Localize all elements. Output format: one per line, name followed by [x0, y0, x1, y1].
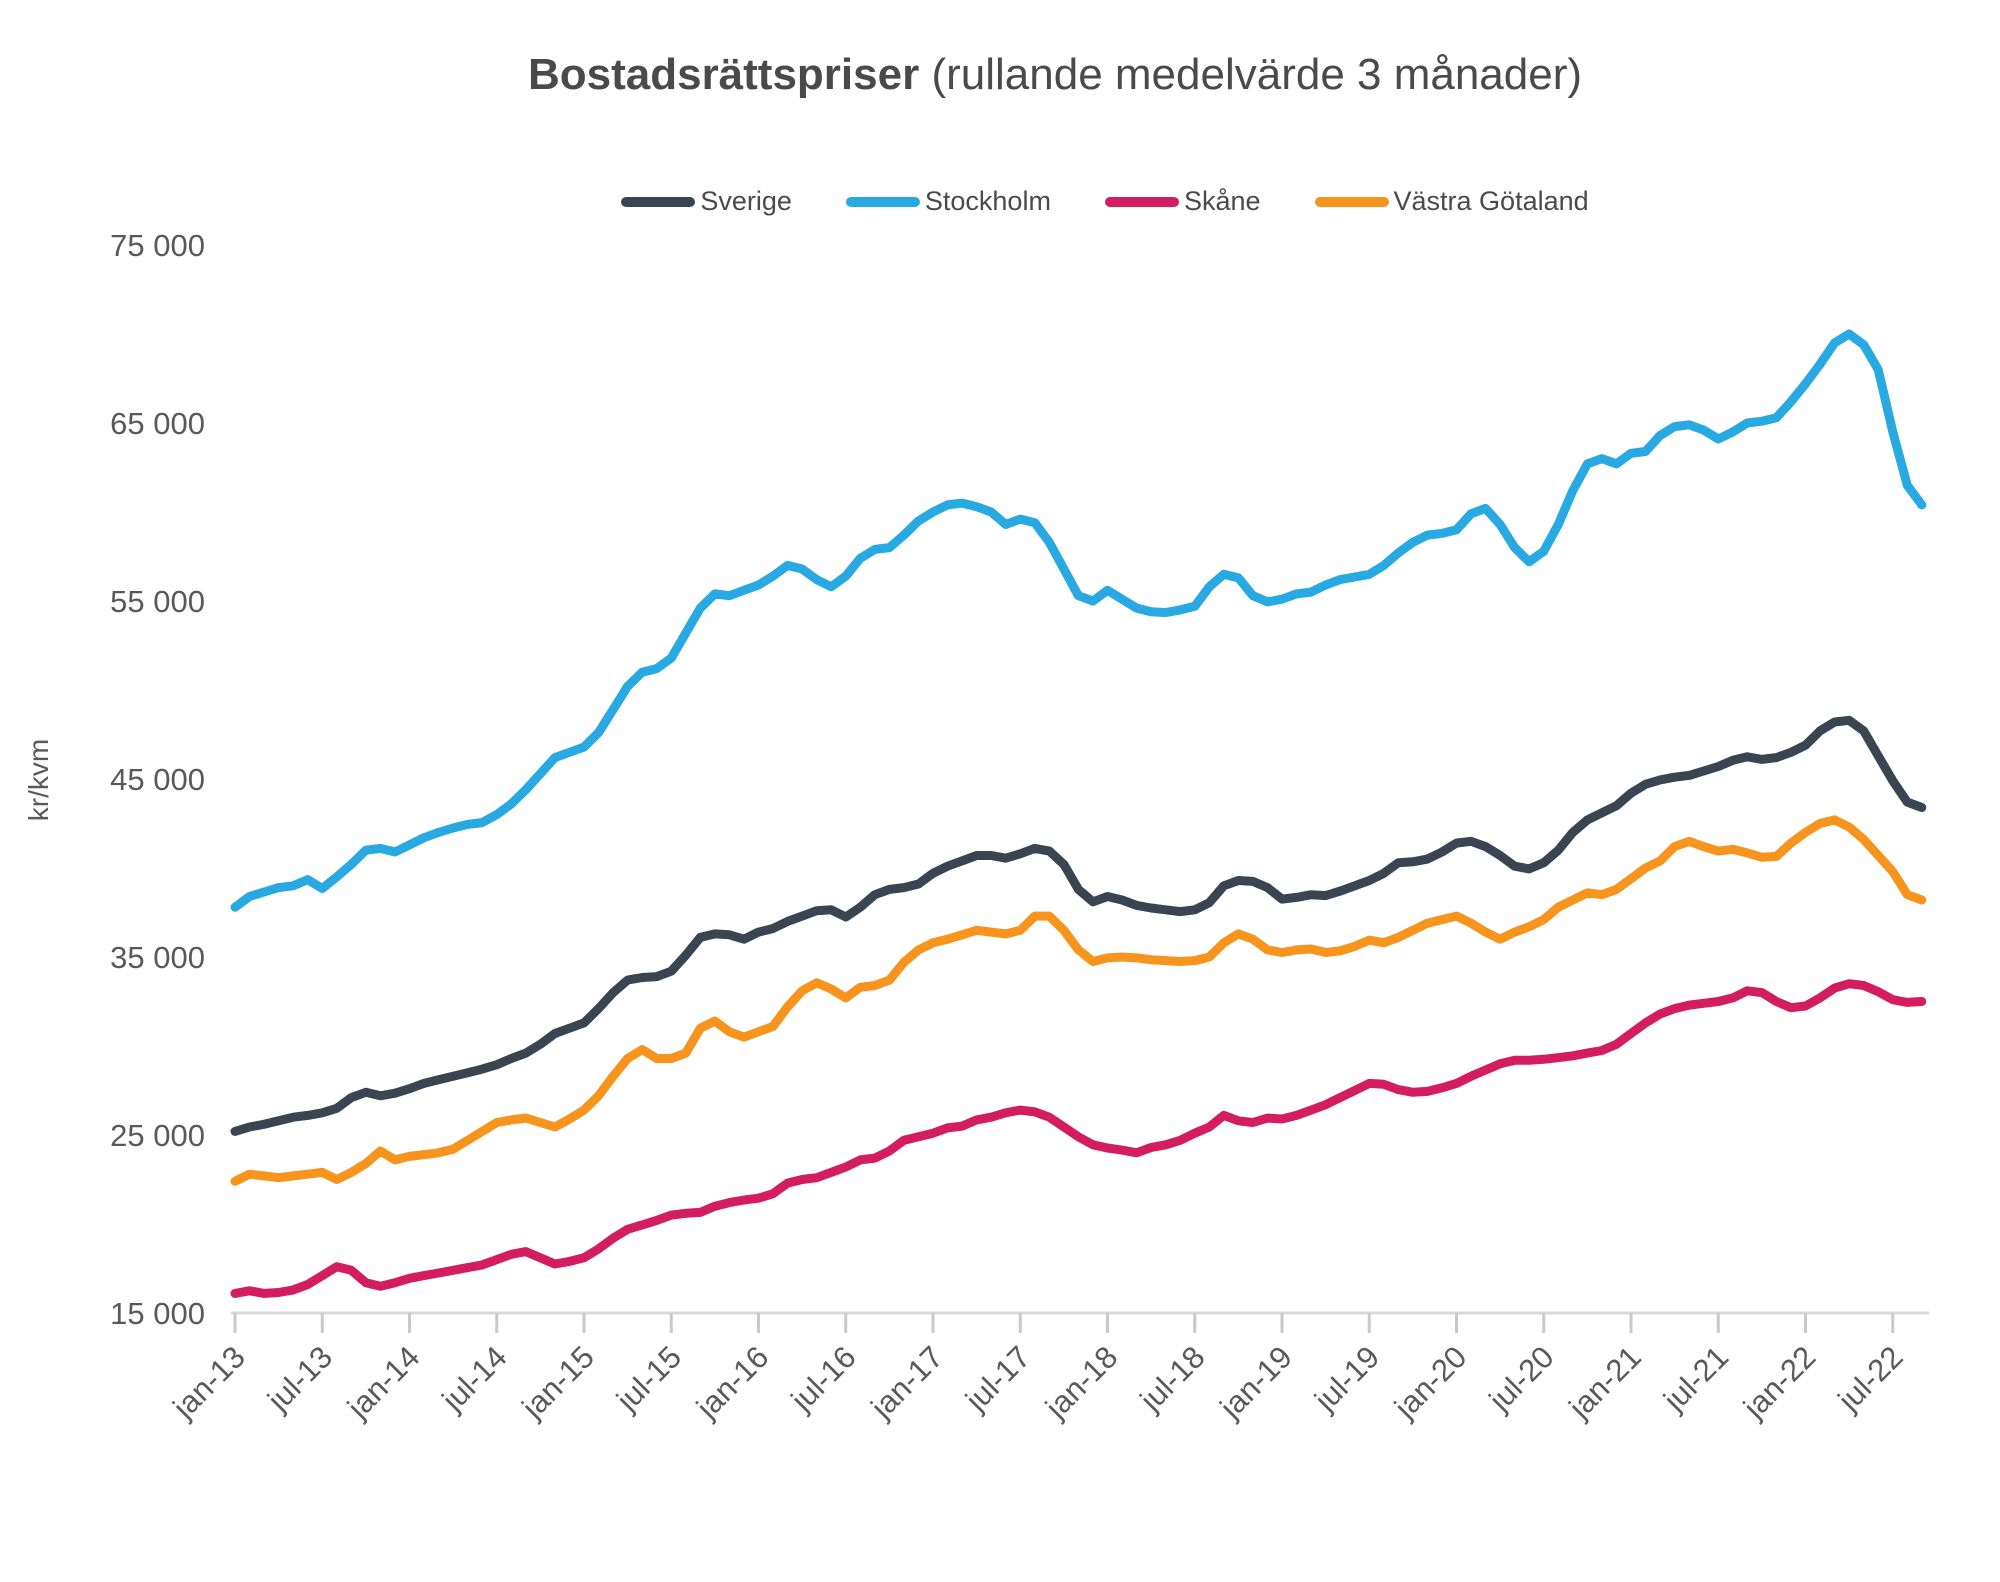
series-line-sverige — [230, 715, 1927, 1136]
series-line-v-stra-g-taland — [230, 815, 1927, 1186]
x-tick-label: jan-22 — [1736, 1339, 1822, 1425]
x-tick-label: jan-13 — [166, 1339, 252, 1425]
legend-item-sverige[interactable]: Sverige — [621, 186, 792, 217]
series-line-sk-ne — [230, 979, 1927, 1298]
legend-label: Västra Götaland — [1393, 186, 1589, 216]
x-tick-label: jul-16 — [784, 1339, 863, 1418]
legend-item-v-stra-g-taland[interactable]: Västra Götaland — [1314, 186, 1589, 217]
y-tick-label: 65 000 — [110, 406, 205, 441]
x-tick-label: jul-22 — [1831, 1339, 1910, 1418]
y-tick-label: 45 000 — [110, 762, 205, 797]
x-tick-label: jan-16 — [689, 1339, 775, 1425]
legend-label: Skåne — [1183, 186, 1261, 216]
y-tick-label: 55 000 — [110, 584, 205, 619]
y-tick-label: 75 000 — [110, 228, 205, 263]
y-tick-label: 35 000 — [110, 940, 205, 975]
legend-swatch-icon — [621, 196, 696, 207]
x-tick-label: jan-21 — [1562, 1339, 1648, 1425]
chart-title: Bostadsrättspriser (rullande medelvärde … — [55, 50, 2000, 100]
x-tick-label: jul-17 — [958, 1339, 1037, 1418]
x-tick-label: jul-18 — [1133, 1339, 1212, 1418]
x-tick-label: jan-14 — [340, 1339, 426, 1425]
x-tick-label: jul-20 — [1482, 1339, 1561, 1418]
x-tick-label: jul-15 — [609, 1339, 688, 1418]
y-axis-title: kr/kvm — [23, 739, 54, 821]
y-tick-label: 25 000 — [110, 1118, 205, 1153]
x-tick-label: jul-13 — [260, 1339, 339, 1418]
x-tick-label: jan-17 — [864, 1339, 950, 1425]
legend-label: Sverige — [700, 186, 792, 216]
x-tick-label: jan-19 — [1213, 1339, 1299, 1425]
x-tick-label: jul-14 — [435, 1339, 514, 1418]
legend: Sverige Stockholm Skåne Västra Götaland — [105, 186, 2000, 217]
legend-swatch-icon — [1314, 196, 1389, 207]
legend-item-stockholm[interactable]: Stockholm — [845, 186, 1051, 217]
chart-title-subtitle: (rullande medelvärde 3 månader) — [919, 50, 1583, 99]
legend-swatch-icon — [845, 196, 920, 207]
x-tick-label: jan-20 — [1387, 1339, 1473, 1425]
x-tick-label: jul-19 — [1307, 1339, 1386, 1418]
legend-swatch-icon — [1104, 196, 1179, 207]
x-tick-label: jul-21 — [1656, 1339, 1735, 1418]
chart-title-bold: Bostadsrättspriser — [527, 50, 920, 99]
x-tick-label: jan-15 — [515, 1339, 601, 1425]
series-line-stockholm — [230, 329, 1927, 912]
x-tick-label: jan-18 — [1038, 1339, 1124, 1425]
y-tick-label: 15 000 — [110, 1296, 205, 1331]
legend-item-sk-ne[interactable]: Skåne — [1104, 186, 1261, 217]
legend-label: Stockholm — [924, 186, 1051, 216]
